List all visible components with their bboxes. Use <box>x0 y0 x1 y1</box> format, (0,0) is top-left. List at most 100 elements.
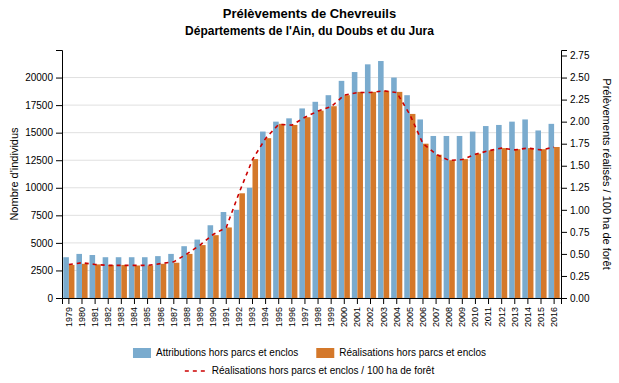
bar <box>312 102 318 298</box>
tick-label: 1999 <box>326 307 336 327</box>
bar <box>391 78 397 298</box>
tick: 1989 <box>195 298 205 327</box>
legend-item: Réalisations hors parcs et enclos <box>316 347 486 358</box>
tick-mark <box>488 298 489 304</box>
tick-label: 2.25 <box>570 94 590 105</box>
bar <box>365 64 371 298</box>
tick: 1981 <box>90 298 100 327</box>
tick-mark <box>541 298 542 304</box>
bar <box>155 256 161 298</box>
tick: 5000 <box>31 238 62 249</box>
tick: 1985 <box>142 298 152 327</box>
tick-mark <box>291 298 292 304</box>
tick-mark <box>56 105 62 106</box>
tick-mark <box>561 144 567 145</box>
bar <box>475 154 481 298</box>
tick: 2500 <box>31 265 62 276</box>
tick-label: 2.00 <box>570 116 590 127</box>
tick: 2015 <box>536 298 546 327</box>
tick-label: 2500 <box>31 265 54 276</box>
bar <box>431 136 437 298</box>
bar <box>462 159 468 298</box>
tick-label: 2014 <box>523 307 533 327</box>
tick-label: 1981 <box>90 307 100 327</box>
tick-label: 2012 <box>497 307 507 327</box>
tick: 2001 <box>352 298 362 327</box>
tick-label: 12500 <box>25 155 53 166</box>
subtitle: Départements de l'Ain, du Doubs et du Ju… <box>185 24 434 38</box>
tick-mark <box>134 298 135 304</box>
marks <box>63 61 559 298</box>
tick: 1996 <box>287 298 297 327</box>
grid-line <box>62 105 561 106</box>
tick-label: 1.75 <box>570 138 590 149</box>
tick-mark <box>56 270 62 271</box>
tick-mark <box>265 298 266 304</box>
tick: 2010 <box>470 298 480 327</box>
tick-mark <box>173 298 174 304</box>
bar <box>108 265 114 298</box>
legend-row: Réalisations hors parcs et enclos / 100 … <box>185 365 435 376</box>
bar <box>252 159 258 298</box>
bar <box>489 150 495 298</box>
tick-label: 1990 <box>208 307 218 327</box>
tick-label: 1989 <box>195 307 205 327</box>
tick-mark <box>239 298 240 304</box>
tick: 1980 <box>77 298 87 327</box>
tick-mark <box>561 56 567 57</box>
tick-mark <box>475 298 476 304</box>
tick-label: 1.50 <box>570 160 590 171</box>
legend-swatch <box>316 348 334 358</box>
tick-mark <box>160 298 161 304</box>
bar <box>305 117 311 298</box>
tick-mark <box>226 298 227 304</box>
tick: 1993 <box>247 298 257 327</box>
tick: 1997 <box>300 298 310 327</box>
bar <box>496 125 502 298</box>
bar <box>522 119 528 298</box>
tick-label: 2006 <box>418 307 428 327</box>
tick-label: 2.75 <box>570 50 590 61</box>
tick-label: 2009 <box>457 307 467 327</box>
tick: 2.75 <box>561 50 590 61</box>
plot: 1979198019811982198319841985198619871988… <box>25 50 590 327</box>
grid-line <box>62 77 561 78</box>
bar <box>82 264 88 298</box>
bar <box>239 193 245 298</box>
legend-swatch <box>185 370 207 372</box>
tick-label: 20000 <box>25 72 53 83</box>
tick-mark <box>554 298 555 304</box>
tick-mark <box>278 298 279 304</box>
tick: 17500 <box>25 100 62 111</box>
bar <box>213 235 219 298</box>
tick-mark <box>561 276 567 277</box>
bar <box>134 265 140 298</box>
bar <box>384 91 390 298</box>
bar <box>515 149 521 298</box>
legend-label: Réalisations hors parcs et enclos / 100 … <box>212 365 435 376</box>
tick: 12500 <box>25 155 62 166</box>
bar <box>260 132 266 298</box>
tick: 1998 <box>313 298 323 327</box>
tick-mark <box>252 298 253 304</box>
tick: 1992 <box>234 298 244 327</box>
tick-mark <box>561 78 567 79</box>
x-axis: 1979198019811982198319841985198619871988… <box>63 298 562 327</box>
tick-mark <box>304 298 305 304</box>
tick-mark <box>56 215 62 216</box>
tick-label: 0.00 <box>570 293 590 304</box>
tick-label: 1995 <box>274 307 284 327</box>
tick-label: 2001 <box>352 307 362 327</box>
tick: 1999 <box>326 298 336 327</box>
y-axis-title: Nombre d'individus <box>8 127 20 221</box>
tick: 0.25 <box>561 271 590 282</box>
bar <box>103 257 109 298</box>
tick-mark <box>213 298 214 304</box>
bar <box>404 95 410 298</box>
bar <box>221 212 227 298</box>
bar <box>357 92 363 298</box>
tick: 2007 <box>431 298 441 327</box>
bar <box>299 108 305 298</box>
tick: 2014 <box>523 298 533 327</box>
tick: 2006 <box>418 298 428 327</box>
